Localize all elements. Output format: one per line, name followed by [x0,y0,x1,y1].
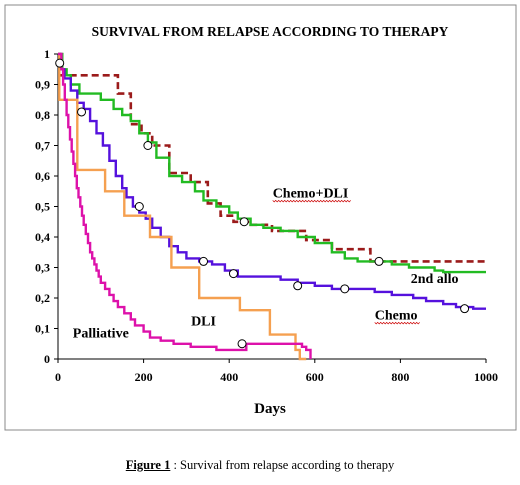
plot-lines [58,52,486,361]
x-tick-label: 0 [55,370,61,384]
series-label: DLI [191,314,216,329]
censor-marker [460,304,470,314]
censor-marker [293,281,303,291]
censor-marker [374,256,384,266]
figure-caption: Figure 1 : Survival from relapse accordi… [0,458,520,473]
spellcheck-underline [374,321,420,325]
censor-marker [77,107,87,117]
series-line-0 [58,52,486,263]
plot-annotations: Chemo+DLI 2nd allo Chemo DLI Palliative [73,186,459,341]
series-label: Chemo+DLI [273,186,349,201]
y-tick-label: 0,4 [35,230,50,244]
x-tick-label: 600 [306,370,324,384]
x-tick-label: 1000 [474,370,498,384]
series-line-2 [58,52,486,310]
caption-label: Figure 1 [125,458,171,472]
series-line-4 [58,52,312,359]
x-axis-title: Days [254,401,286,417]
chart-frame [4,4,517,431]
series-label: Palliative [73,327,129,342]
y-tick-label: 0,8 [35,108,50,122]
y-tick-label: 0,7 [35,139,50,153]
y-tick-label: 0,5 [35,200,50,214]
censor-marker [143,141,153,150]
series-label: Chemo [375,308,418,323]
series-line-1 [58,52,486,274]
axes: 0 0,1 0,2 0,3 0,4 0,5 0,6 0,7 0,8 0,9 1 0 200 400 600 8… [35,47,498,384]
caption-text: : Survival from relapse according to the… [170,458,395,472]
x-tick-label: 200 [135,370,153,384]
series-line-3 [58,52,307,361]
y-tick-label: 0,2 [35,291,50,305]
censor-marker [55,58,65,68]
censor-marker [340,284,350,294]
censor-marker [239,217,249,227]
censor-marker [134,202,144,211]
censor-marker [228,269,238,279]
y-tick-label: 0 [44,352,50,366]
y-tick-label: 1 [44,47,50,61]
y-tick-label: 0,3 [35,261,50,275]
y-tick-label: 0,1 [35,322,50,336]
series-label: 2nd allo [411,272,459,287]
y-tick-label: 0,6 [35,169,50,183]
censor-marker [199,256,209,266]
spellcheck-underline [272,199,351,203]
x-tick-label: 800 [391,370,409,384]
y-tick-label: 0,9 [35,78,50,92]
plot-markers [55,58,470,349]
x-tick-label: 400 [220,370,238,384]
chart-title: SURVIVAL FROM RELAPSE ACCORDING TO THERA… [92,24,449,39]
censor-marker [237,339,247,349]
